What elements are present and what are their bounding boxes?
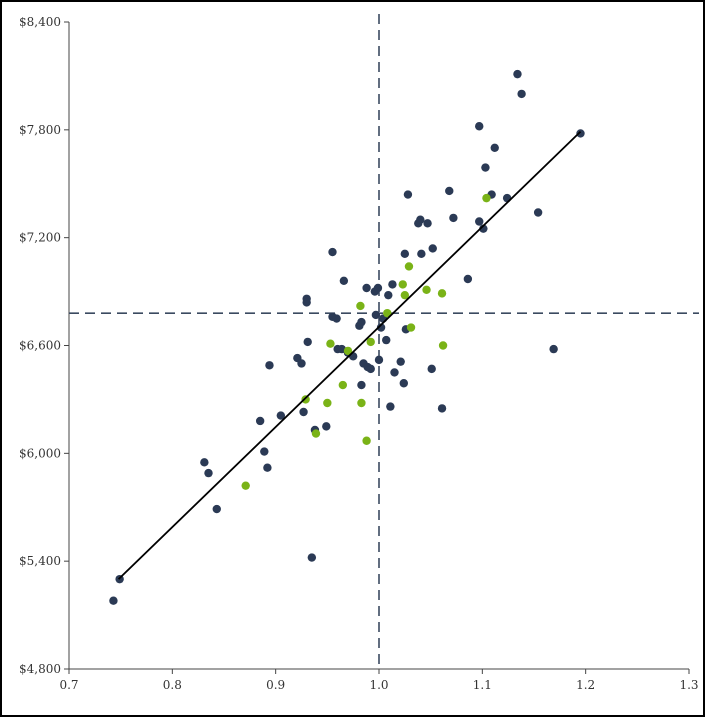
data-point-green bbox=[437, 289, 447, 298]
data-point-navy bbox=[212, 504, 221, 514]
data-point-green bbox=[357, 398, 366, 408]
data-point-navy bbox=[388, 280, 397, 289]
data-point-navy bbox=[328, 247, 337, 257]
x-tick-label: 1.1 bbox=[473, 678, 492, 692]
data-point-navy bbox=[399, 379, 408, 388]
x-tick-label: 0.8 bbox=[163, 678, 182, 692]
data-point-green bbox=[241, 481, 250, 490]
data-point-navy bbox=[423, 219, 432, 228]
data-point-green bbox=[362, 436, 371, 445]
data-point-navy bbox=[390, 368, 399, 377]
y-tick-label: $8,400 bbox=[19, 15, 61, 29]
y-tick-label: $4,800 bbox=[19, 662, 61, 676]
reference-lines bbox=[69, 14, 699, 669]
data-point-navy bbox=[260, 447, 269, 456]
data-point-navy bbox=[513, 69, 522, 79]
data-point-navy bbox=[475, 217, 484, 226]
data-point-green bbox=[366, 337, 375, 347]
data-point-navy bbox=[386, 402, 395, 411]
data-point-navy bbox=[307, 553, 317, 562]
x-tick-label: 0.9 bbox=[266, 678, 285, 692]
data-point-navy bbox=[576, 129, 585, 138]
data-point-navy bbox=[428, 244, 437, 253]
x-tick-label: 0.7 bbox=[59, 678, 78, 692]
data-point-green bbox=[398, 280, 407, 289]
data-point-green bbox=[422, 285, 431, 294]
data-point-navy bbox=[357, 317, 366, 327]
data-point-green bbox=[338, 380, 348, 390]
data-point-navy bbox=[549, 344, 558, 354]
data-point-green bbox=[482, 193, 491, 203]
x-tick-label: 1.0 bbox=[369, 678, 388, 692]
data-point-navy bbox=[204, 468, 213, 478]
data-point-navy bbox=[417, 249, 426, 259]
data-point-navy bbox=[374, 355, 384, 365]
data-point-navy bbox=[339, 276, 349, 285]
data-point-green bbox=[343, 346, 353, 356]
data-point-navy bbox=[400, 249, 410, 259]
data-point-navy bbox=[255, 416, 265, 426]
data-point-navy bbox=[371, 310, 381, 320]
y-tick-label: $6,600 bbox=[19, 339, 61, 353]
data-point-navy bbox=[276, 411, 286, 420]
y-tick-label: $6,000 bbox=[19, 446, 61, 460]
data-point-navy bbox=[396, 357, 405, 366]
data-point-green bbox=[404, 262, 414, 271]
data-point-navy bbox=[449, 213, 458, 223]
data-point-navy bbox=[265, 361, 274, 370]
data-point-navy bbox=[332, 314, 341, 323]
data-point-green bbox=[438, 341, 448, 350]
data-point-navy bbox=[481, 163, 490, 172]
data-point-navy bbox=[533, 208, 543, 217]
data-point-navy bbox=[437, 404, 447, 413]
x-tick-label: 1.3 bbox=[679, 678, 698, 692]
data-point-navy bbox=[302, 294, 311, 303]
data-point-green bbox=[406, 323, 416, 332]
axes: $4,800 $5,400 $6,000 $6,600 $7,200 $7,800 $8,4… bbox=[19, 15, 699, 692]
data-point-navy bbox=[299, 407, 308, 417]
data-point-navy bbox=[445, 186, 454, 196]
trend-line-layer bbox=[117, 130, 582, 580]
y-tick-label: $7,800 bbox=[19, 123, 61, 137]
data-point-navy bbox=[463, 274, 473, 284]
data-point-navy bbox=[357, 380, 366, 390]
data-point-navy bbox=[382, 335, 391, 345]
data-point-navy bbox=[109, 596, 118, 605]
data-point-green bbox=[326, 339, 335, 348]
data-point-navy bbox=[490, 143, 499, 153]
data-point-navy bbox=[322, 422, 331, 431]
data-point-navy bbox=[384, 290, 393, 300]
y-tick-label: $7,200 bbox=[19, 231, 61, 245]
data-point-green bbox=[383, 308, 392, 318]
data-point-navy bbox=[427, 364, 436, 374]
data-point-green bbox=[356, 301, 365, 311]
data-point-green bbox=[311, 429, 321, 438]
data-point-navy bbox=[403, 190, 413, 199]
data-point-navy bbox=[362, 283, 371, 293]
data-point-navy bbox=[297, 359, 306, 368]
data-point-green bbox=[323, 398, 332, 408]
data-point-navy bbox=[416, 215, 425, 224]
data-point-navy bbox=[200, 458, 209, 467]
data-point-navy bbox=[373, 283, 383, 293]
x-tick-label: 1.2 bbox=[576, 678, 595, 692]
trend-line bbox=[117, 130, 582, 580]
data-point-navy bbox=[303, 337, 312, 347]
data-point-green bbox=[301, 395, 310, 404]
data-point-navy bbox=[263, 463, 272, 472]
data-point-navy bbox=[376, 323, 386, 332]
y-tick-label: $5,400 bbox=[19, 554, 61, 568]
points-layer bbox=[109, 69, 585, 605]
data-point-green bbox=[400, 290, 410, 300]
data-point-navy bbox=[366, 364, 375, 374]
data-point-navy bbox=[517, 89, 526, 99]
data-point-navy bbox=[475, 122, 484, 131]
